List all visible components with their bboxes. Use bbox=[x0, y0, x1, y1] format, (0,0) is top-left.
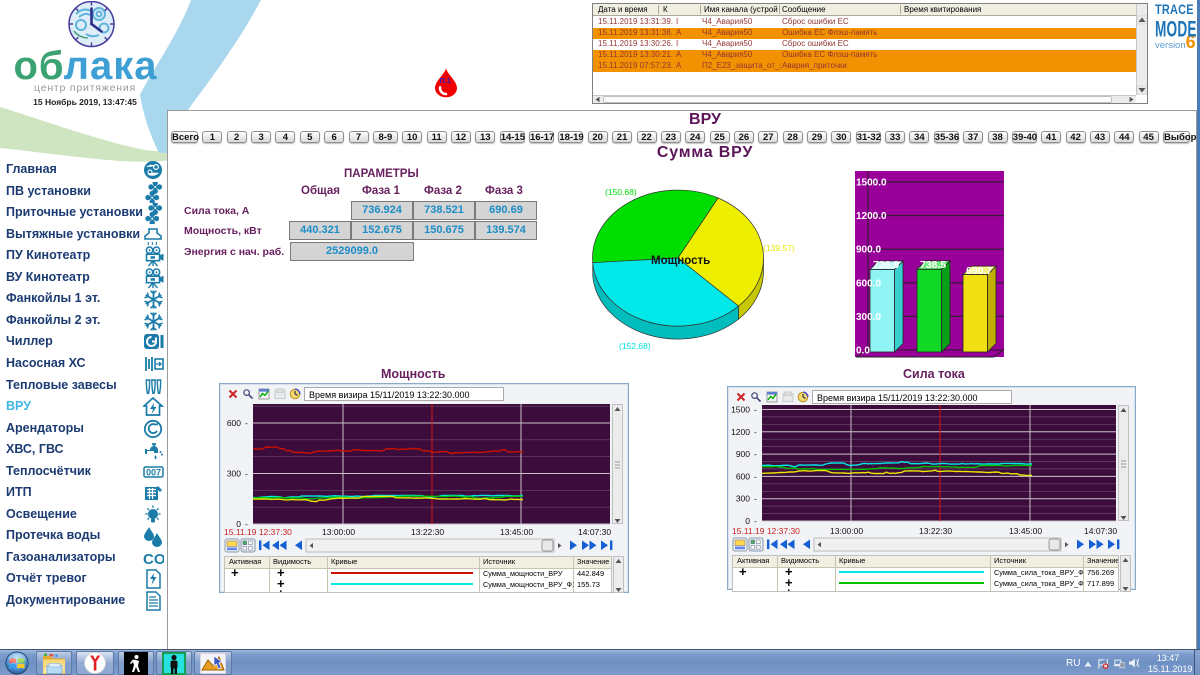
svg-text:-: - bbox=[754, 471, 757, 481]
svg-text:CO: CO bbox=[143, 551, 164, 568]
svg-text:-: - bbox=[754, 494, 757, 504]
svg-text:0.0: 0.0 bbox=[856, 346, 870, 357]
svg-text:300: 300 bbox=[227, 469, 241, 479]
svg-text:736.9: 736.9 bbox=[873, 259, 899, 271]
svg-text:300: 300 bbox=[736, 494, 750, 504]
svg-text:-: - bbox=[754, 405, 757, 415]
svg-text:1200.0: 1200.0 bbox=[856, 211, 887, 222]
svg-text:1500: 1500 bbox=[731, 405, 750, 415]
svg-text:0: 0 bbox=[745, 516, 750, 526]
svg-text:1200: 1200 bbox=[731, 427, 750, 437]
svg-text:-: - bbox=[245, 418, 248, 428]
svg-text:600: 600 bbox=[736, 471, 750, 481]
svg-text:-: - bbox=[754, 427, 757, 437]
svg-text:738.5: 738.5 bbox=[920, 259, 946, 271]
svg-text:(139.57): (139.57) bbox=[763, 243, 795, 253]
svg-text:300.0: 300.0 bbox=[856, 312, 881, 323]
svg-text:-: - bbox=[754, 449, 757, 459]
svg-text:007: 007 bbox=[145, 468, 160, 478]
svg-text:1500.0: 1500.0 bbox=[856, 178, 887, 189]
svg-text:900: 900 bbox=[736, 449, 750, 459]
svg-text:-: - bbox=[245, 519, 248, 529]
svg-text:(152.68): (152.68) bbox=[619, 341, 651, 351]
svg-text:-: - bbox=[754, 516, 757, 526]
svg-text:Мощность: Мощность bbox=[651, 255, 710, 267]
svg-text:600.0: 600.0 bbox=[856, 278, 881, 289]
svg-text:(150.68): (150.68) bbox=[605, 187, 637, 197]
svg-text:690.7: 690.7 bbox=[966, 265, 992, 277]
svg-text:600: 600 bbox=[227, 418, 241, 428]
svg-text:0: 0 bbox=[236, 519, 241, 529]
svg-text:-: - bbox=[245, 469, 248, 479]
svg-text:П.1: П.1 bbox=[440, 76, 451, 85]
svg-text:900.0: 900.0 bbox=[856, 245, 881, 256]
